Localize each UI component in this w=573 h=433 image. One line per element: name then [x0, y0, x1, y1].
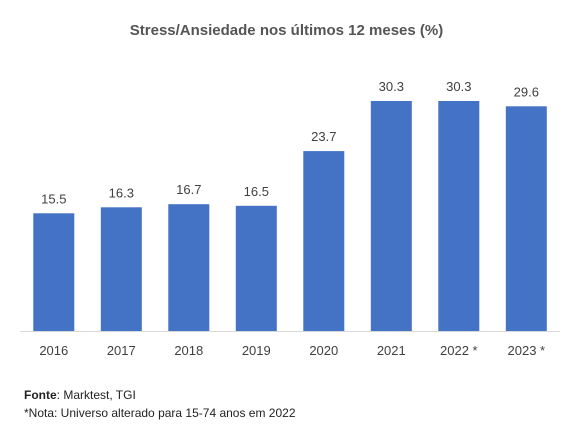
- data-label: 30.3: [446, 79, 471, 94]
- chart-title: Stress/Ansiedade nos últimos 12 meses (%…: [129, 22, 444, 39]
- bar-2020: [303, 151, 345, 331]
- bar-2016: [33, 213, 75, 331]
- bar-2022: [438, 101, 480, 331]
- x-tick-label: 2019: [242, 343, 271, 358]
- x-tick-label: 2022 *: [440, 343, 478, 358]
- data-label: 30.3: [379, 79, 404, 94]
- x-tick-label: 2020: [309, 343, 338, 358]
- note-line: *Nota: Universo alterado para 15-74 anos…: [24, 406, 296, 420]
- x-tick-label: 2021: [377, 343, 406, 358]
- data-label: 29.6: [514, 84, 539, 99]
- source-line: Fonte: Marktest, TGI: [24, 386, 296, 404]
- data-label: 15.5: [41, 191, 66, 206]
- bar-2019: [235, 205, 277, 331]
- bar-2018: [168, 204, 210, 331]
- data-label: 23.7: [311, 129, 336, 144]
- bar-2023: [505, 106, 547, 331]
- bar-2021: [370, 101, 412, 331]
- x-tick-label: 2016: [39, 343, 68, 358]
- data-label: 16.7: [176, 182, 201, 197]
- source-label: Fonte: [24, 388, 57, 402]
- x-tick-label: 2017: [107, 343, 136, 358]
- source-text: : Marktest, TGI: [56, 388, 136, 402]
- bar-2017: [100, 207, 142, 331]
- bar-chart: 15.5 2016 16.3 2017 16.7 2018 16.5 2019 23.7 2020…: [20, 79, 560, 358]
- data-label: 16.3: [109, 185, 134, 200]
- x-tick-label: 2023 *: [508, 343, 546, 358]
- data-label: 16.5: [244, 184, 269, 199]
- x-tick-label: 2018: [174, 343, 203, 358]
- chart-footnotes: Fonte: Marktest, TGI *Nota: Universo alt…: [24, 386, 296, 422]
